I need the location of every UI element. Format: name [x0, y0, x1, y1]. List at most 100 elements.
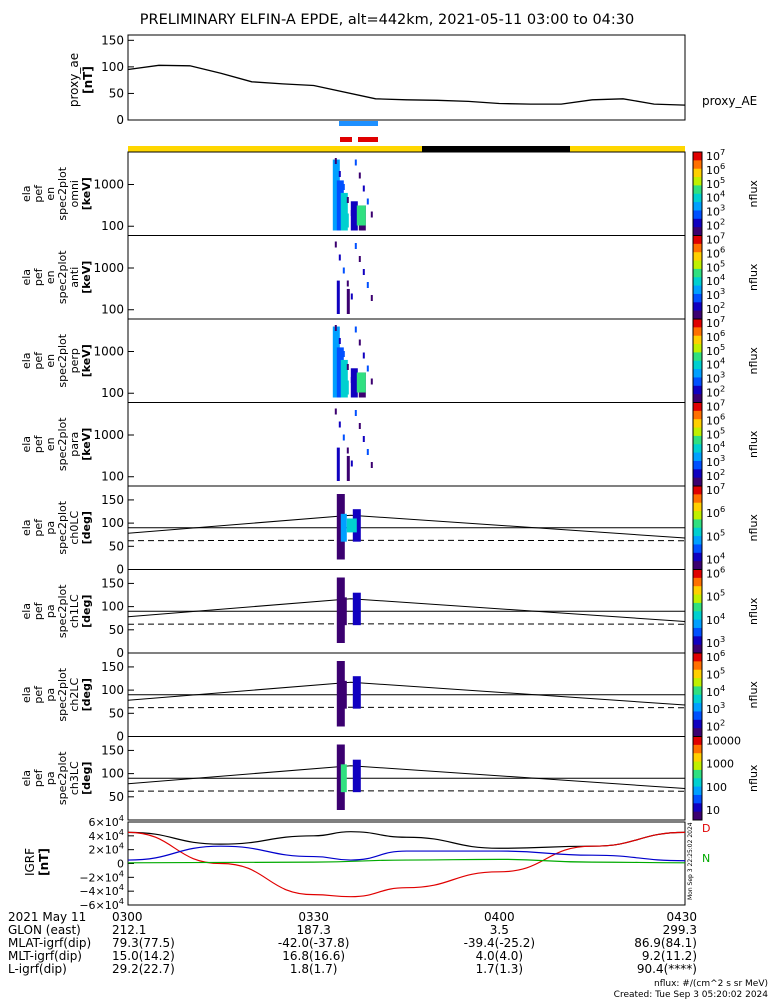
spectrogram-speck	[362, 352, 365, 359]
colorbar-tick-label: 1000	[706, 758, 734, 771]
colorbar-tick-label: 103	[706, 453, 725, 469]
ae-series-line	[127, 64, 686, 106]
panel-ylabel-line: ela	[20, 436, 33, 453]
colorbar-segment	[693, 669, 702, 679]
colorbar-tick-label: 102	[706, 467, 725, 483]
colorbar-segment	[693, 711, 702, 721]
colorbar-segment	[693, 761, 702, 771]
colorbar-segment	[693, 619, 702, 629]
colorbar-segment	[693, 243, 702, 253]
colorbar-segment	[693, 210, 702, 220]
spectrogram-column	[332, 159, 340, 231]
spectrogram-speck	[350, 377, 353, 383]
spectrogram-column	[340, 359, 348, 398]
colorbar-tick-label: 106	[706, 504, 725, 520]
colorbar-segment	[693, 527, 702, 537]
panel-ylabel-line: pef	[32, 351, 45, 370]
colorbar-tick-label: 102	[706, 718, 725, 734]
colorbar-segment	[693, 452, 702, 462]
ytick-label: 150	[101, 493, 124, 507]
colorbar-label: nflux	[747, 347, 760, 375]
panel-ylabel-line: anti	[68, 267, 81, 288]
colorbar-tick-label: 104	[706, 356, 725, 372]
colorbar-segment	[693, 794, 702, 804]
colorbar-segment	[693, 410, 702, 420]
spectrogram-speck	[334, 408, 337, 415]
colorbar-tick-label: 105	[706, 588, 725, 604]
colorbar-tick-label: 105	[706, 342, 725, 358]
spectrogram-speck	[338, 254, 341, 261]
ytick-label: 100	[101, 470, 124, 484]
ephemeris-cell: 0300	[112, 910, 143, 924]
ae-series-label: proxy_AE	[702, 94, 757, 108]
colorbar-segment	[693, 252, 702, 262]
panel-ylabel-line: ela	[20, 686, 33, 703]
colorbar-segment	[693, 778, 702, 788]
ephemeris-row-label: MLT-igrf(dip)	[8, 949, 82, 963]
spectrogram-speck	[354, 410, 357, 416]
loss-cone-line	[127, 514, 686, 539]
ytick-label: 1000	[93, 344, 124, 358]
colorbar-segment	[693, 511, 702, 520]
ytick-label: 100	[101, 303, 124, 317]
panel-ylabel-line: en	[44, 437, 57, 451]
colorbar-label: nflux	[747, 180, 760, 208]
ephemeris-cell: 1.8(1.7)	[290, 962, 338, 976]
spectrogram-column	[346, 288, 350, 314]
footer-units: nflux: #/(cm^2 s sr MeV)	[654, 979, 768, 989]
ibo-blue-bar	[339, 121, 378, 126]
spectrogram-speck	[354, 326, 357, 333]
colorbar-tick-label: 104	[706, 611, 725, 627]
igrf-ytick-label: 2×104	[89, 841, 124, 857]
colorbar-segment	[693, 636, 702, 646]
igrf-line-D	[127, 831, 686, 898]
colorbar-segment	[693, 561, 702, 570]
ytick-label: 50	[109, 790, 124, 804]
igrf-ytick-label: 6×104	[89, 813, 124, 829]
spectrogram-speck	[334, 241, 337, 248]
spectrogram-speck	[334, 158, 337, 164]
pa-spectrogram-core	[340, 680, 347, 709]
colorbar-label: nflux	[747, 430, 760, 458]
ephemeris-row-label: GLON (east)	[8, 923, 81, 937]
panel-ylabel-line: spec2plot	[56, 667, 69, 721]
igrf-ytick-label: 0	[117, 858, 124, 871]
ephemeris-table: 2021 May 11 0300 0330 0400 0430 GLON (east) 21…	[8, 910, 697, 976]
spectrogram-speck	[346, 364, 349, 370]
spectrogram-speck	[362, 185, 365, 192]
panel-ylabel-line: [keV]	[80, 428, 93, 461]
ephemeris-cell: -39.4(-25.2)	[464, 936, 535, 950]
colorbar-segment	[693, 786, 702, 796]
igrf-ytick-label: −6×104	[79, 896, 124, 912]
colorbar-tick-label: 102	[706, 300, 725, 316]
panel-ylabel-line: [deg]	[80, 511, 93, 544]
igrf-side-stamp: Mon Sep 3 22:25:02 2024	[687, 822, 694, 900]
colorbar-segment	[693, 385, 702, 395]
ytick-label: 0	[116, 646, 124, 660]
colorbar-segment	[693, 644, 702, 654]
footer-created: Created: Tue Sep 3 05:20:02 2024	[614, 990, 769, 1000]
panel-ylabel-line: [deg]	[80, 678, 93, 711]
ae-yticks: 150 100 50 0	[101, 33, 134, 127]
panel-ylabel-line: pa	[44, 688, 57, 702]
panel-7: 150 100 50 ela pef pa spec2plot ch3LC [deg] 10000…	[20, 735, 760, 821]
colorbar-segment	[693, 661, 702, 671]
ibo-red-bar-2	[358, 137, 378, 142]
spectrogram-speck	[366, 198, 369, 205]
spectrogram-speck	[366, 282, 369, 288]
colorbar-tick-label: 104	[706, 551, 725, 567]
ibo-red-bar-1	[340, 137, 352, 142]
colorbar-tick-label: 102	[706, 384, 725, 400]
spectrogram-speck	[350, 460, 353, 467]
colorbar-tick-label: 107	[706, 314, 725, 330]
ytick-label: 150	[101, 660, 124, 674]
panel-ylabel-line: ch3LC	[68, 761, 81, 795]
panel-ylabel-line: spec2plot	[56, 417, 69, 471]
colorbar-segment	[693, 627, 702, 637]
